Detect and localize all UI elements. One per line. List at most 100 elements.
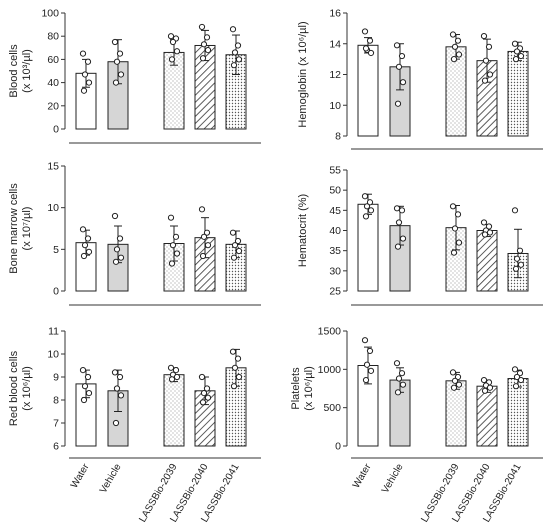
data-point <box>398 370 406 377</box>
chart-panel-2: 0 5 10 15 Bone marrow cells (x 10⁷/µl) <box>8 161 261 306</box>
chart-panel-3: 25 30 35 40 45 50 55 Hematocrit (%) <box>297 165 543 306</box>
y-tick-label: 35 <box>329 245 341 257</box>
y-tick-label: 8 <box>335 131 341 143</box>
data-point <box>203 34 211 41</box>
data-point <box>517 376 525 384</box>
data-point <box>85 390 93 397</box>
y-tick-label: 60 <box>47 54 59 66</box>
data-point <box>169 38 177 46</box>
data-point <box>167 364 175 371</box>
data-point <box>198 206 206 213</box>
data-point <box>84 235 92 242</box>
y-tick-label: 12 <box>329 69 341 81</box>
y-tick-label: 500 <box>323 402 341 414</box>
y-axis-label: (x 10⁶/µl) <box>303 366 315 410</box>
data-point <box>451 43 459 50</box>
data-point <box>200 390 208 397</box>
data-point <box>235 56 243 63</box>
data-point <box>449 369 457 376</box>
data-point <box>455 239 463 246</box>
data-point <box>230 254 238 261</box>
x-tick-label: Vehicle <box>98 462 124 496</box>
data-point <box>231 242 239 249</box>
data-point <box>116 373 124 381</box>
data-point <box>81 71 89 78</box>
data-point <box>111 38 119 46</box>
data-point <box>485 43 493 50</box>
bar-water <box>357 44 379 137</box>
y-tick-label: 0 <box>53 124 59 136</box>
y-axis-label: (x 10⁶/µl) <box>21 366 33 410</box>
data-point <box>81 383 89 390</box>
data-point <box>485 223 493 230</box>
data-point <box>393 42 401 49</box>
y-tick-label: 20 <box>47 100 59 112</box>
data-point <box>517 52 525 60</box>
data-point <box>394 100 402 107</box>
data-point <box>398 52 406 60</box>
data-point <box>113 58 121 65</box>
y-tick-label: 10 <box>47 349 59 361</box>
data-point <box>513 255 521 262</box>
y-tick-label: 15 <box>47 161 59 173</box>
data-point <box>234 237 242 245</box>
bar-lassbio-2040 <box>476 385 498 447</box>
data-point <box>85 79 93 86</box>
data-point <box>229 26 237 33</box>
y-tick-label: 30 <box>329 265 341 277</box>
data-point <box>79 50 87 57</box>
y-tick-label: 10 <box>329 100 341 112</box>
data-point <box>173 373 181 381</box>
data-point <box>80 252 88 260</box>
data-point <box>454 37 462 44</box>
data-point <box>173 48 181 55</box>
chart-panel-1: 8 10 12 14 16 Hemoglobin (x 10⁶/µl) <box>297 8 543 150</box>
data-point <box>111 369 119 376</box>
y-tick-label: 5 <box>53 244 59 256</box>
data-point <box>111 212 119 220</box>
data-point <box>363 361 371 368</box>
data-point <box>481 77 489 84</box>
data-point <box>486 71 494 78</box>
data-point <box>230 383 238 390</box>
data-point <box>399 381 407 388</box>
data-point <box>117 392 125 399</box>
data-point <box>204 394 212 401</box>
x-category-labels: Water Vehicle LASSBio-2039LASSBio-2040LASS… <box>69 461 524 524</box>
data-point <box>450 384 458 391</box>
y-axis-label: Platelets <box>290 367 302 410</box>
data-point <box>361 193 369 200</box>
data-point <box>362 213 370 220</box>
data-point <box>229 348 237 355</box>
data-point <box>168 56 176 63</box>
data-point <box>203 385 211 392</box>
data-point <box>199 252 207 260</box>
data-point <box>116 235 124 242</box>
data-point <box>451 225 459 232</box>
x-tick-label: Water <box>69 461 92 490</box>
data-point <box>395 219 403 226</box>
data-point <box>362 376 370 384</box>
data-point <box>486 229 494 236</box>
bar-lassbio-2039 <box>163 374 185 447</box>
y-tick-label: 16 <box>329 8 341 20</box>
data-point <box>516 247 524 254</box>
data-point <box>481 231 489 238</box>
y-tick-label: 14 <box>329 38 341 50</box>
y-tick-label: 1500 <box>318 326 342 338</box>
y-axis-label: (x 10³/µl) <box>21 49 33 93</box>
data-point <box>117 254 125 261</box>
data-point <box>168 376 176 383</box>
chart-panel-5: 0 500 1000 1500 Platelets (x 10⁶/µl) <box>290 326 543 459</box>
chart-panel-0: 0 20 40 60 80 100 Blood cells (x 10³/µl) <box>8 8 261 144</box>
data-point <box>394 243 402 250</box>
y-tick-label: 40 <box>329 225 341 237</box>
data-point <box>455 51 463 58</box>
data-point <box>393 360 401 367</box>
data-point <box>81 242 89 249</box>
data-point <box>361 28 369 35</box>
data-point <box>511 366 519 373</box>
data-point <box>200 233 208 240</box>
data-point <box>481 387 489 394</box>
